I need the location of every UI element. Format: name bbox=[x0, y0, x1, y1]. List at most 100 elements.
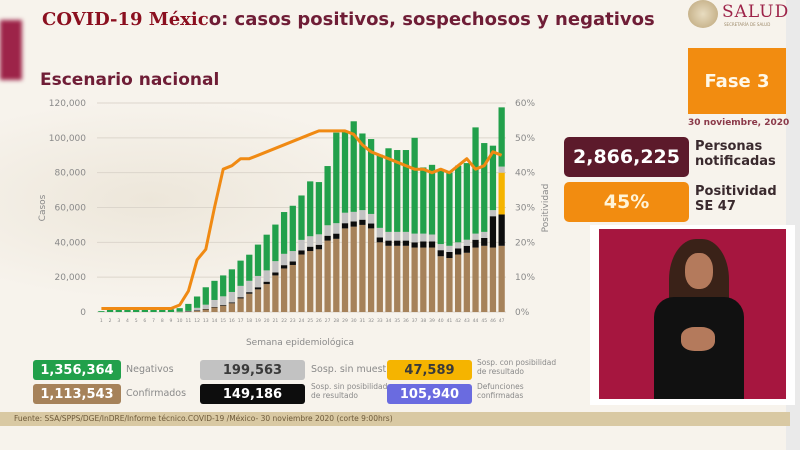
bar-segment bbox=[498, 245, 505, 312]
legend-label: Negativos bbox=[126, 364, 174, 375]
bar-segment bbox=[280, 212, 288, 254]
bar-segment bbox=[437, 256, 444, 312]
bar-segment bbox=[272, 261, 279, 273]
x-tick-label: 18 bbox=[246, 318, 252, 324]
x-tick-label: 25 bbox=[307, 318, 313, 324]
positividad-value: 45% bbox=[564, 182, 689, 222]
bar-segment bbox=[420, 241, 427, 248]
x-tick-label: 28 bbox=[333, 318, 339, 324]
x-axis-label: Semana epidemiológica bbox=[246, 337, 354, 348]
report-date: 30 noviembre, 2020 bbox=[688, 118, 790, 128]
bar-segment bbox=[228, 291, 236, 303]
bar-segment bbox=[411, 247, 418, 312]
x-tick-label: 16 bbox=[229, 318, 235, 324]
bar-segment bbox=[307, 251, 314, 312]
bar-segment bbox=[359, 133, 366, 211]
bar-segment bbox=[298, 254, 305, 312]
bar-segment bbox=[402, 245, 410, 312]
bar-segment bbox=[324, 235, 331, 241]
title-rest: o: casos positivos, sospechosos y negati… bbox=[208, 9, 655, 30]
bar-segment bbox=[237, 260, 244, 286]
bar-segment bbox=[446, 258, 453, 312]
x-tick-label: 45 bbox=[481, 318, 487, 324]
bar-segment bbox=[489, 247, 497, 312]
bar-segment bbox=[402, 150, 410, 232]
bar-segment bbox=[176, 308, 183, 312]
bar-segment bbox=[402, 240, 410, 246]
x-tick-label: 33 bbox=[377, 318, 383, 324]
salud-logo: SALUD SECRETARÍA DE SALUD bbox=[688, 0, 789, 28]
bar-segment bbox=[211, 299, 218, 307]
bar-segment bbox=[455, 248, 462, 255]
bar-segment bbox=[246, 292, 253, 294]
logo-subtext: SECRETARÍA DE SALUD bbox=[724, 21, 771, 27]
brand-strip bbox=[0, 20, 22, 80]
bar-segment bbox=[237, 285, 244, 298]
bar-segment bbox=[420, 233, 427, 242]
bar-segment bbox=[455, 242, 462, 249]
bar-segment bbox=[202, 304, 209, 310]
bar-segment bbox=[228, 269, 236, 292]
bar-segment bbox=[385, 240, 392, 246]
legend-value: 105,940 bbox=[387, 384, 472, 404]
chart-subtitle: Escenario nacional bbox=[40, 70, 220, 90]
bar-segment bbox=[394, 245, 401, 312]
bar-segment bbox=[411, 242, 418, 248]
bar-segment bbox=[167, 309, 175, 312]
bar-segment bbox=[228, 302, 236, 304]
bar-segment bbox=[359, 224, 366, 312]
x-tick-label: 7 bbox=[152, 318, 155, 324]
y2-tick-label: 60% bbox=[515, 99, 535, 109]
bar-segment bbox=[481, 231, 488, 238]
bar-segment bbox=[220, 305, 227, 312]
bar-segment bbox=[455, 165, 462, 243]
x-tick-label: 3 bbox=[117, 318, 120, 324]
x-tick-label: 17 bbox=[238, 318, 244, 324]
bar-segment bbox=[420, 247, 427, 312]
bar-segment bbox=[446, 251, 453, 259]
x-tick-label: 24 bbox=[299, 318, 305, 324]
stacked-bar-chart: 0 20,000 40,000 60,000 80,000 100,000 120,000 0… bbox=[38, 99, 551, 348]
source-footer: Fuente: SSA/SPPS/DGE/InDRE/Informe técni… bbox=[0, 412, 790, 426]
bar-segment bbox=[437, 244, 444, 251]
x-tick-label: 20 bbox=[264, 318, 270, 324]
y2-axis-label: Positividad bbox=[541, 184, 551, 233]
x-tick-label: 46 bbox=[490, 318, 496, 324]
legend-label: Sosp. sin muestra bbox=[311, 364, 397, 375]
bar-segment bbox=[211, 306, 218, 308]
bar-segment bbox=[367, 223, 375, 229]
bar-segment bbox=[455, 254, 462, 312]
y2-tick-label: 40% bbox=[515, 169, 535, 179]
x-tick-label: 4 bbox=[126, 318, 129, 324]
bar-segment bbox=[385, 245, 392, 312]
bar-segment bbox=[254, 289, 262, 312]
y-tick-label: 60,000 bbox=[55, 204, 87, 214]
bar-segment bbox=[437, 170, 444, 245]
y2-tick-label: 50% bbox=[515, 134, 535, 144]
bar-segment bbox=[394, 231, 401, 241]
bar-segment bbox=[263, 234, 270, 271]
bar-segment bbox=[307, 236, 314, 247]
bar-segment bbox=[272, 272, 279, 276]
bar-segment bbox=[333, 223, 340, 234]
bar-segment bbox=[394, 150, 401, 232]
bar-segment bbox=[202, 309, 209, 312]
bar-segment bbox=[472, 239, 479, 248]
bar-segment bbox=[428, 234, 436, 242]
bar-segment bbox=[159, 309, 166, 312]
x-tick-label: 41 bbox=[447, 318, 453, 324]
bar-segment bbox=[376, 154, 383, 228]
bar-segment bbox=[376, 237, 383, 243]
bar-segment bbox=[220, 275, 227, 297]
bar-segment bbox=[115, 308, 122, 312]
bar-segment bbox=[307, 246, 314, 252]
bar-segment bbox=[411, 233, 418, 243]
bar-segment bbox=[446, 245, 453, 252]
x-tick-label: 15 bbox=[220, 318, 226, 324]
bar-segment bbox=[472, 233, 479, 240]
bar-segment bbox=[376, 227, 383, 238]
label-line: SE 47 bbox=[695, 199, 736, 214]
legend-value: 1,113,543 bbox=[33, 384, 121, 404]
page-title: COVID-19 México: casos positivos, sospec… bbox=[42, 9, 655, 30]
seal-icon bbox=[688, 0, 718, 28]
